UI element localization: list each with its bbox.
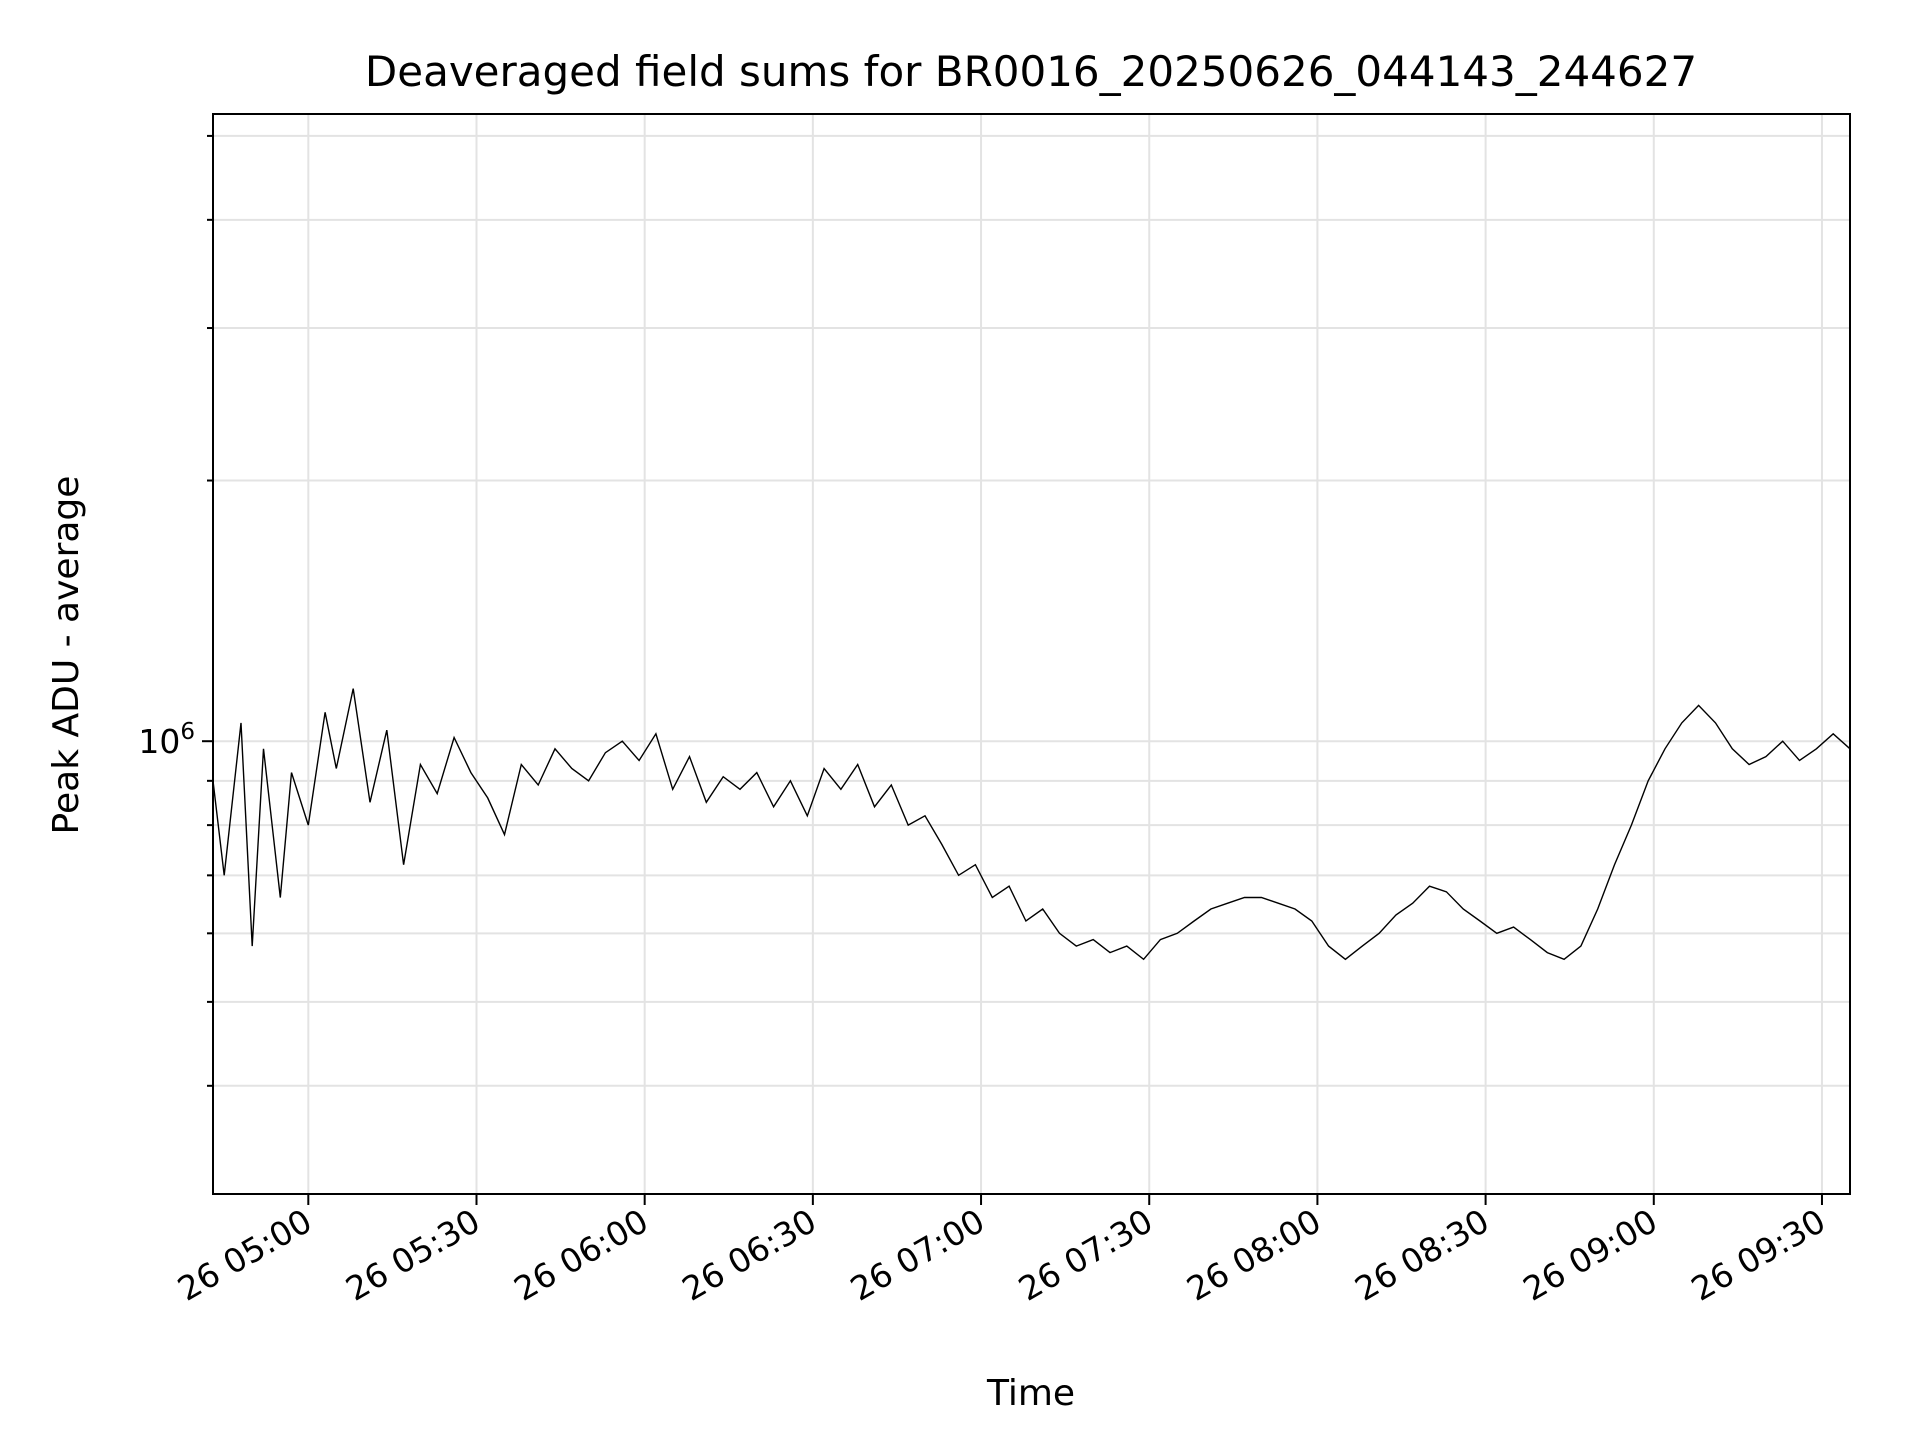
y-tick-label: 106 bbox=[138, 719, 195, 761]
series bbox=[212, 688, 1851, 961]
chart-title: Deaveraged field sums for BR0016_2025062… bbox=[365, 47, 1697, 96]
y-axis-label: Peak ADU - average bbox=[46, 476, 87, 835]
x-axis-label: Time bbox=[986, 1373, 1075, 1414]
grid bbox=[213, 114, 1850, 1194]
series-line bbox=[212, 688, 1851, 961]
y-ticks: 106 bbox=[138, 134, 213, 1087]
plot-frame bbox=[212, 113, 1851, 1195]
